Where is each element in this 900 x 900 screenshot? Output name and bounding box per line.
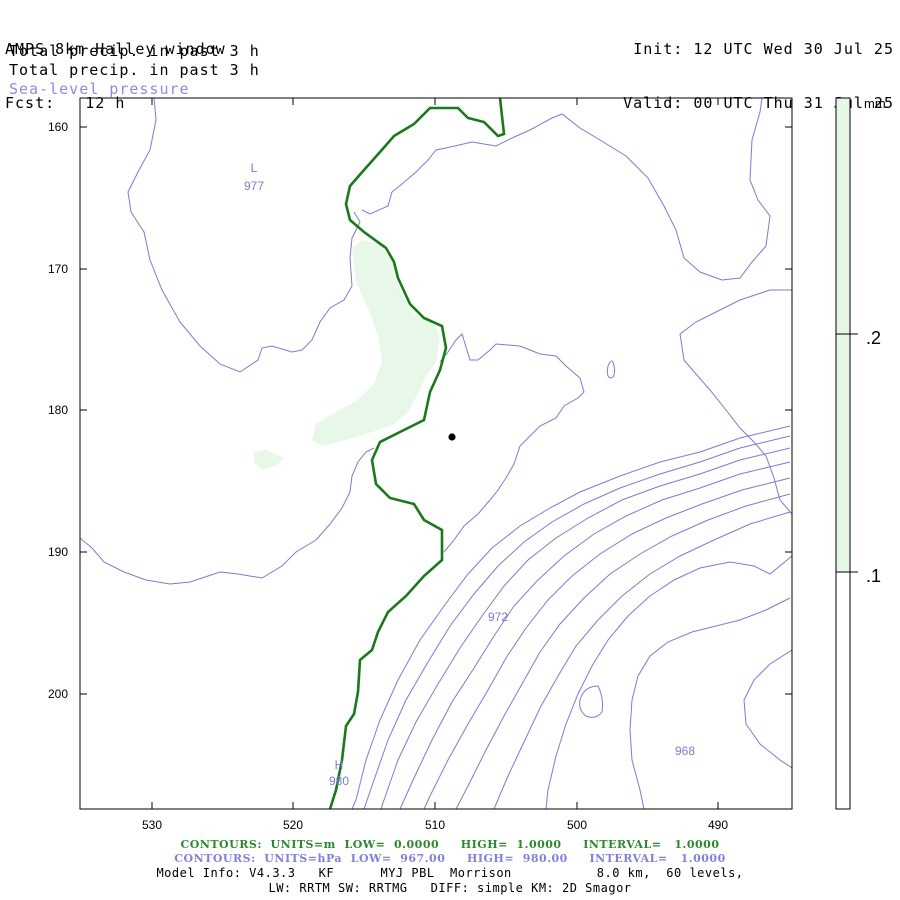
y-tick-label: 180 bbox=[48, 403, 68, 417]
colorbar-unit: mm bbox=[864, 96, 886, 111]
field-label-1: Total precip. in past 3 h bbox=[9, 42, 260, 60]
isobar-968 bbox=[743, 649, 792, 769]
field-label-2: Total precip. in past 3 h bbox=[9, 61, 260, 79]
y-tick-label: 160 bbox=[48, 120, 68, 134]
precip-shading bbox=[254, 240, 440, 470]
field-label-pressure: Sea-level pressure bbox=[9, 80, 190, 98]
x-tick-label: 490 bbox=[708, 818, 728, 832]
isobar-972 bbox=[629, 597, 791, 809]
pressure-labels: L 977 H 980 972 968 bbox=[244, 161, 695, 788]
isobar-small-loop bbox=[606, 360, 615, 379]
map-title: AMPS 8km Halley window bbox=[5, 40, 226, 58]
x-tick-label: 500 bbox=[567, 818, 587, 832]
y-axis-ticks bbox=[80, 126, 792, 695]
isobar-right-mid bbox=[679, 289, 792, 515]
isobar-bottom-loop bbox=[579, 685, 603, 718]
x-axis-labels: 530 520 510 500 490 bbox=[142, 818, 728, 832]
isobar-label-972: 972 bbox=[488, 610, 508, 624]
y-tick-label: 170 bbox=[48, 262, 68, 276]
high-value: 980 bbox=[329, 774, 349, 788]
colorbar-segment-high bbox=[835, 97, 851, 335]
station-marker bbox=[448, 433, 456, 441]
high-letter: H bbox=[335, 758, 344, 772]
init-time: Init: 12 UTC Wed 30 Jul 25 bbox=[633, 40, 894, 58]
precip-area-small bbox=[254, 450, 284, 470]
colorbar: mm .2 .1 bbox=[835, 96, 886, 810]
coastline bbox=[328, 98, 506, 809]
colorbar-label: .1 bbox=[866, 566, 881, 586]
isobar-central bbox=[439, 333, 585, 553]
y-tick-label: 200 bbox=[48, 687, 68, 701]
colorbar-segment-low bbox=[835, 571, 851, 810]
low-value: 977 bbox=[244, 179, 264, 193]
isobar-label-968: 968 bbox=[675, 744, 695, 758]
isobars bbox=[80, 98, 792, 809]
isobar-977-low bbox=[127, 98, 361, 373]
footer-physics-info: LW: RRTM SW: RRTMG DIFF: simple KM: 2D S… bbox=[268, 881, 632, 895]
y-axis-labels: 160 170 180 190 200 bbox=[48, 120, 68, 701]
x-tick-label: 520 bbox=[283, 818, 303, 832]
colorbar-label: .2 bbox=[866, 328, 881, 348]
precip-area-main bbox=[312, 240, 440, 446]
plot-frame bbox=[79, 97, 793, 810]
footer-contours-precip: CONTOURS: UNITS=m LOW= 0.0000 HIGH= 1.00… bbox=[180, 838, 720, 851]
footer-contours-pressure: CONTOURS: UNITS=hPa LOW= 967.00 HIGH= 98… bbox=[174, 852, 726, 865]
header-left: AMPS 8km Halley window Fcst: 12 h bbox=[5, 4, 226, 130]
isobar-bottom-left bbox=[80, 447, 375, 585]
isobar-upper bbox=[361, 98, 771, 281]
low-letter: L bbox=[251, 161, 258, 175]
x-tick-label: 510 bbox=[425, 818, 445, 832]
x-tick-label: 530 bbox=[142, 818, 162, 832]
y-tick-label: 190 bbox=[48, 545, 68, 559]
colorbar-segment-mid bbox=[835, 333, 851, 573]
footer-model-info: Model Info: V4.3.3 KF MYJ PBL Morrison 8… bbox=[156, 866, 744, 880]
x-axis-ticks bbox=[151, 98, 719, 809]
